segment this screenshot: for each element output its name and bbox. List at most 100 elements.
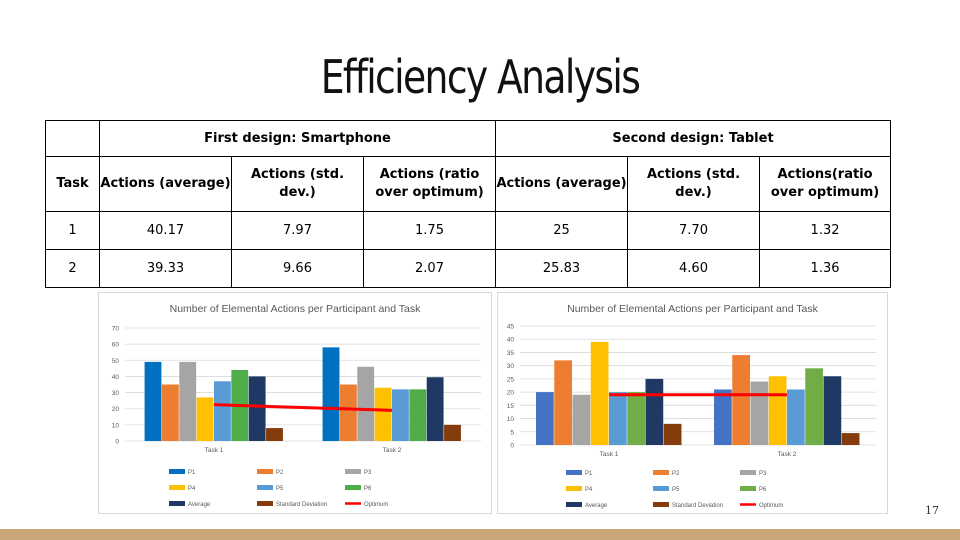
table-cell: 1 (45, 211, 100, 250)
bar-average (426, 377, 444, 441)
bar-standard-deviation (266, 428, 283, 441)
table-cell: 2 (45, 249, 100, 288)
bar-p3 (357, 366, 375, 441)
column-header: Actions (ratio over optimum) (362, 156, 497, 212)
legend-label: Optimum (364, 502, 388, 508)
legend-swatch (653, 470, 669, 475)
chart-title: Number of Elemental Actions per Particip… (170, 303, 422, 315)
bar-p3 (572, 394, 591, 445)
legend-label: P6 (759, 487, 767, 493)
legend-swatch (740, 470, 756, 475)
x-tick-label: Task 1 (205, 447, 224, 454)
table-cell: 7.70 (627, 211, 761, 250)
table-cell: 40.17 (99, 211, 232, 250)
bar-p4 (590, 341, 609, 445)
y-tick-label: 10 (507, 416, 515, 423)
bar-p2 (161, 384, 179, 441)
legend-swatch (566, 470, 582, 475)
bar-p2 (554, 360, 573, 445)
legend-swatch (566, 486, 582, 491)
y-tick-label: 70 (112, 326, 120, 333)
optimum-line (213, 403, 393, 412)
legend-swatch (345, 485, 361, 490)
bar-standard-deviation (444, 424, 461, 441)
legend-swatch (257, 485, 273, 490)
bar-average (645, 378, 664, 445)
legend-label: P5 (672, 487, 680, 493)
bar-p3 (750, 381, 769, 445)
table-row: 1 40.17 7.97 1.75 25 7.70 1.32 (45, 211, 892, 250)
legend-swatch (169, 501, 185, 506)
chart-tablet-svg: Number of Elemental Actions per Particip… (507, 303, 876, 509)
legend-label: Average (188, 502, 211, 508)
legend-label: P4 (585, 487, 593, 493)
bar-p4 (374, 387, 392, 441)
column-header-task: Task (45, 156, 100, 212)
page-number: 17 (925, 504, 939, 517)
legend-swatch (257, 469, 273, 474)
y-tick-label: 15 (507, 403, 515, 410)
legend-swatch (169, 485, 185, 490)
column-header: Actions (std. dev.) (231, 156, 364, 212)
y-tick-label: 40 (507, 337, 515, 344)
x-tick-label: Task 2 (383, 447, 402, 454)
bar-p5 (214, 381, 231, 441)
y-tick-label: 30 (112, 390, 120, 397)
table-corner-cell (45, 120, 100, 157)
table-cell: 1.32 (759, 211, 892, 250)
legend-swatch (653, 502, 669, 507)
bar-p1 (536, 392, 554, 445)
legend-label: Average (585, 503, 608, 509)
table-cell: 4.60 (627, 249, 761, 288)
table-cell: 7.97 (231, 211, 364, 250)
chart-smartphone-svg: Number of Elemental Actions per Particip… (112, 303, 481, 508)
y-tick-label: 0 (510, 443, 514, 450)
table-row: 2 39.33 9.66 2.07 25.83 4.60 1.36 (45, 249, 892, 288)
y-tick-label: 20 (112, 406, 120, 413)
bar-standard-deviation (841, 433, 860, 445)
legend-swatch (257, 501, 273, 506)
column-header: Actions (std. dev.) (627, 156, 761, 212)
table-cell: 1.75 (362, 211, 497, 250)
y-tick-label: 45 (507, 324, 515, 331)
legend-swatch (566, 502, 582, 507)
legend-label: Standard Deviation (276, 502, 327, 508)
bar-p6 (627, 392, 645, 445)
bar-p1 (144, 361, 162, 441)
legend-label: P5 (276, 486, 284, 492)
legend-swatch (653, 486, 669, 491)
table-cell: 25 (495, 211, 629, 250)
legend-label: P6 (364, 486, 372, 492)
slide-title: Efficiency Analysis (320, 50, 641, 104)
bar-p5 (609, 392, 627, 445)
y-tick-label: 40 (112, 374, 120, 381)
x-tick-label: Task 1 (600, 451, 619, 458)
y-tick-label: 20 (507, 390, 515, 397)
column-header: Actions (average) (495, 156, 629, 212)
bar-p1 (714, 389, 732, 445)
bar-p1 (322, 347, 340, 441)
legend-swatch (169, 469, 185, 474)
legend-label: Optimum (759, 503, 783, 509)
bar-p5 (787, 389, 805, 445)
bar-p2 (339, 384, 357, 441)
legend-label: P4 (188, 486, 196, 492)
bar-p2 (732, 355, 751, 445)
legend-label: P2 (672, 471, 680, 477)
y-tick-label: 30 (507, 363, 515, 370)
bar-p6 (805, 368, 823, 445)
bar-p3 (179, 361, 197, 441)
x-tick-label: Task 2 (778, 451, 797, 458)
table-cell: 1.36 (759, 249, 892, 288)
column-header: Actions(ratio over optimum) (759, 156, 892, 212)
table-cell: 39.33 (99, 249, 232, 288)
footer-bar (0, 529, 960, 540)
group-header-tablet: Second design: Tablet (495, 120, 892, 157)
y-tick-label: 50 (112, 358, 120, 365)
y-tick-label: 10 (112, 422, 120, 429)
y-tick-label: 5 (510, 429, 514, 436)
legend-label: P1 (188, 470, 196, 476)
legend-label: P1 (585, 471, 593, 477)
y-tick-label: 60 (112, 342, 120, 349)
table-cell: 2.07 (362, 249, 497, 288)
